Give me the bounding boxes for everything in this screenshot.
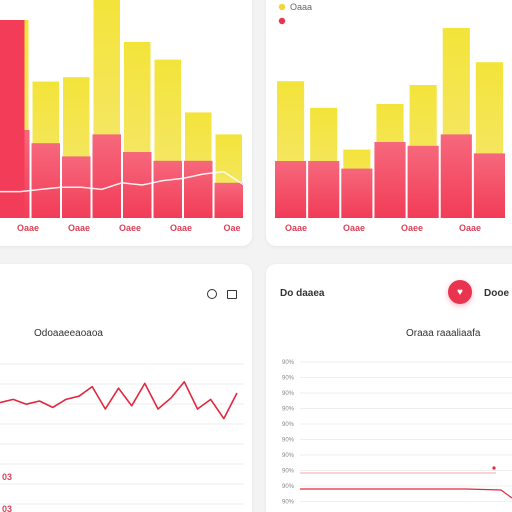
legend-swatch [278,3,286,11]
line-chart: 03 03 [0,363,244,512]
stacked-bar-chart: Oaae Oaae Oaee Oaae Oae [0,0,245,233]
chart-title: Odoaaeeaoaoa [34,328,103,339]
legend-swatch [278,17,286,25]
bar-bottom [275,161,307,218]
y-tick-label: 90% [282,422,295,428]
y-tick-label: 90% [282,376,295,382]
chart-title: Oraaa raaaliaafa [406,328,481,339]
bar-bottom [440,134,472,218]
revenue-bar-chart-card: Oaae Oaae Oaee Oaae Oae [0,0,252,246]
distribution-chart-card: Do daaea ♥ Dooe Oraaa raaaliaafa 90% 90% 9… [266,264,512,512]
bar-bottom [0,20,25,218]
bar-bottom [31,143,60,218]
x-tick-label: Oae [223,223,240,233]
series-line [300,488,512,499]
circle-icon[interactable] [207,289,217,299]
y-tick-label: 90% [282,360,295,366]
x-tick-label: Oaee [401,223,423,233]
y-tick-label: 90% [282,438,295,444]
bar-bottom [214,182,243,218]
axis-label: 03 [2,504,12,512]
y-tick-label: 90% [282,469,295,475]
bar-bottom [308,161,340,218]
x-tick-label: Oaae [17,223,39,233]
bar-bottom [184,160,213,218]
x-tick-label: Oaae [343,223,365,233]
x-tick-label: Oaae [170,223,192,233]
x-tick-label: Oaae [459,223,481,233]
line-chart: 90% 90% 90% 90% 90% 90% 90% 90% 90% 90% [282,360,512,506]
bar-bottom [92,134,121,218]
y-tick-label: 90% [282,453,295,459]
comparison-bar-chart-card: Oaaa Oaae Oaae Oaee Oaae [266,0,512,246]
y-tick-label: 90% [282,500,295,506]
x-tick-label: Oaae [285,223,307,233]
series-line [0,171,245,193]
series-line [0,381,238,420]
x-tick-label: Oaae [68,223,90,233]
y-tick-label: 90% [282,391,295,397]
y-tick-label: 90% [282,484,295,490]
card-header: Do daaea [280,288,325,299]
bar-bottom [407,145,439,218]
x-tick-label: Oaee [119,223,141,233]
trend-line-chart-card: Odoaaeeaoaoa 03 03 [0,264,252,512]
heart-icon[interactable]: ♥ [448,280,472,304]
bar-bottom [341,168,373,218]
y-tick-label: 90% [282,407,295,413]
legend-label: Oaaa [290,2,312,12]
header-right-label: Dooe [484,288,509,299]
stacked-bar-chart: Oaaa Oaae Oaae Oaee Oaae [275,2,505,233]
bar-bottom [374,142,406,218]
bar-bottom [153,160,182,218]
bar-bottom [473,153,505,218]
square-icon[interactable] [227,290,237,299]
data-point [492,466,496,470]
axis-label: 03 [2,472,12,482]
